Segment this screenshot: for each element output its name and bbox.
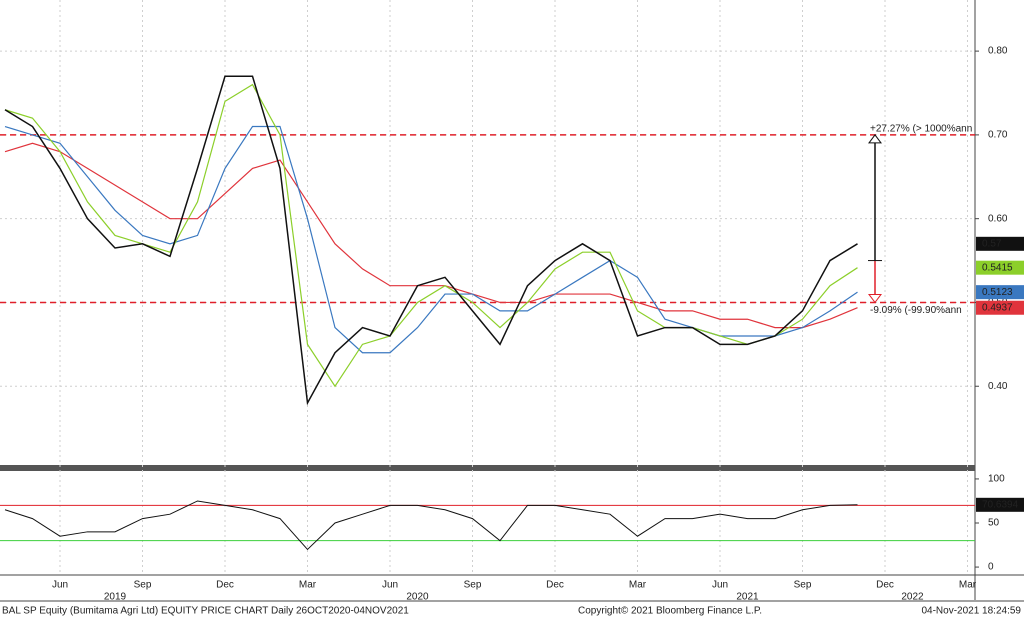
rsi-last-value-label: 70.6394 [982, 499, 1019, 510]
x-tick-label: Mar [629, 580, 647, 591]
last-value-box [976, 260, 1024, 275]
level-annotation: -9.09% (-99.90%ann [870, 305, 962, 316]
level-annotation: +27.27% (> 1000%ann [870, 124, 972, 135]
year-label: 2021 [736, 592, 759, 603]
x-tick-label: Dec [876, 580, 894, 591]
last-value-box [976, 236, 1024, 251]
footer-left: BAL SP Equity (Bumitama Agri Ltd) EQUITY… [2, 606, 409, 617]
y-tick-label: 0.40 [988, 381, 1008, 392]
rsi-tick-label: 50 [988, 518, 1000, 529]
x-tick-label: Jun [712, 580, 728, 591]
x-tick-label: Dec [216, 580, 234, 591]
y-tick-label: 0.70 [988, 130, 1008, 141]
y-tick-label: 0.60 [988, 213, 1008, 224]
x-tick-label: Dec [546, 580, 564, 591]
x-tick-label: Mar [959, 580, 977, 591]
arrow-head [868, 293, 882, 304]
year-label: 2019 [104, 592, 127, 603]
last-value-label: 0.4937 [982, 302, 1013, 313]
year-label: 2022 [901, 592, 924, 603]
price-line [4, 75, 858, 406]
rsi-tick-label: 100 [988, 474, 1005, 485]
footer-center: Copyright© 2021 Bloomberg Finance L.P. [578, 606, 762, 617]
last-value-label: 0.57 [982, 238, 1002, 249]
last-value-box [976, 300, 1024, 315]
x-tick-label: Sep [794, 580, 812, 591]
y-tick-label: 0.80 [988, 46, 1008, 57]
arrow-head [868, 134, 882, 144]
rsi-last-value-box [976, 497, 1024, 512]
x-tick-label: Mar [299, 580, 317, 591]
footer-right: 04-Nov-2021 18:24:59 [921, 606, 1021, 617]
year-label: 2020 [406, 592, 429, 603]
rsi-line [4, 500, 858, 551]
last-value-label: 0.5123 [982, 287, 1013, 298]
last-value-label: 0.5415 [982, 262, 1013, 273]
x-tick-label: Sep [464, 580, 482, 591]
last-value-box [976, 285, 1024, 300]
ma-line [4, 142, 858, 329]
x-tick-label: Jun [52, 580, 68, 591]
panel-divider [0, 465, 975, 471]
rsi-tick-label: 0 [988, 562, 994, 573]
x-tick-label: Jun [382, 580, 398, 591]
x-tick-label: Sep [134, 580, 152, 591]
